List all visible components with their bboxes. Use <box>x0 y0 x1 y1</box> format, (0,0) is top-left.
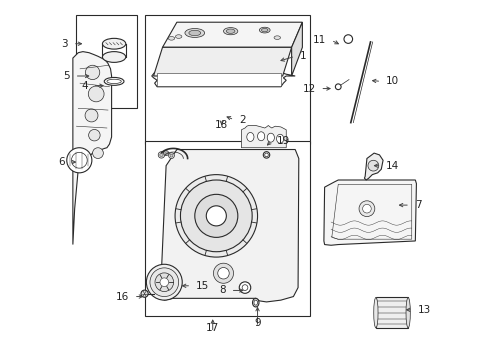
Circle shape <box>359 201 375 217</box>
Text: 4: 4 <box>81 81 88 91</box>
Text: 3: 3 <box>62 39 68 49</box>
Text: 8: 8 <box>220 285 226 296</box>
Text: 2: 2 <box>239 115 245 125</box>
Text: 9: 9 <box>254 318 261 328</box>
Text: 19: 19 <box>276 136 290 145</box>
Circle shape <box>218 267 229 279</box>
Circle shape <box>344 35 353 43</box>
Ellipse shape <box>102 51 126 62</box>
Text: 13: 13 <box>417 305 431 315</box>
Circle shape <box>89 130 100 141</box>
Ellipse shape <box>223 28 238 35</box>
Ellipse shape <box>274 36 280 40</box>
Polygon shape <box>152 72 295 87</box>
Circle shape <box>206 206 226 226</box>
Ellipse shape <box>168 37 175 40</box>
Polygon shape <box>159 149 299 302</box>
Polygon shape <box>292 22 302 76</box>
Ellipse shape <box>276 134 284 143</box>
Circle shape <box>93 148 103 158</box>
Polygon shape <box>242 126 286 148</box>
Ellipse shape <box>107 79 122 84</box>
Ellipse shape <box>267 133 274 142</box>
Ellipse shape <box>189 30 201 36</box>
Ellipse shape <box>263 152 270 158</box>
Circle shape <box>368 160 379 171</box>
Ellipse shape <box>374 297 378 328</box>
Circle shape <box>85 109 98 122</box>
Ellipse shape <box>262 28 268 32</box>
Text: 14: 14 <box>386 161 399 171</box>
Ellipse shape <box>406 297 410 328</box>
Bar <box>76 15 137 108</box>
Circle shape <box>160 153 163 157</box>
Text: 6: 6 <box>58 157 65 167</box>
Ellipse shape <box>104 77 124 85</box>
Circle shape <box>170 154 173 157</box>
Circle shape <box>67 148 92 173</box>
Text: 12: 12 <box>302 84 316 94</box>
Ellipse shape <box>175 35 182 39</box>
Circle shape <box>150 268 179 297</box>
Circle shape <box>195 194 238 237</box>
Ellipse shape <box>258 132 265 141</box>
Text: 17: 17 <box>206 323 220 333</box>
Circle shape <box>239 282 251 293</box>
Circle shape <box>169 153 174 158</box>
Circle shape <box>85 65 100 80</box>
Text: 5: 5 <box>63 71 70 81</box>
Circle shape <box>180 180 252 252</box>
Ellipse shape <box>247 132 254 141</box>
Circle shape <box>165 152 168 154</box>
Ellipse shape <box>254 300 258 305</box>
Circle shape <box>155 273 173 292</box>
Text: 16: 16 <box>116 292 129 302</box>
Polygon shape <box>73 51 112 244</box>
Text: 10: 10 <box>386 76 399 86</box>
Text: 7: 7 <box>415 200 421 210</box>
Text: 1: 1 <box>300 51 306 61</box>
Circle shape <box>164 150 169 156</box>
Circle shape <box>158 152 165 158</box>
Circle shape <box>72 152 87 168</box>
Circle shape <box>335 84 341 90</box>
Circle shape <box>88 86 104 102</box>
Text: 15: 15 <box>196 281 209 291</box>
Polygon shape <box>153 47 292 76</box>
Ellipse shape <box>252 298 259 307</box>
Circle shape <box>363 204 371 213</box>
Bar <box>145 15 310 144</box>
Polygon shape <box>163 22 302 47</box>
Ellipse shape <box>265 153 269 157</box>
Circle shape <box>147 264 182 300</box>
Circle shape <box>242 285 248 291</box>
Polygon shape <box>365 153 383 180</box>
Polygon shape <box>324 180 416 245</box>
Circle shape <box>214 263 234 283</box>
Ellipse shape <box>226 29 235 33</box>
Ellipse shape <box>185 28 205 37</box>
Text: 11: 11 <box>313 35 326 45</box>
Circle shape <box>160 278 169 287</box>
Text: 18: 18 <box>215 120 228 130</box>
Ellipse shape <box>259 27 270 33</box>
Circle shape <box>175 175 258 257</box>
Bar <box>376 297 408 328</box>
Circle shape <box>141 290 148 297</box>
Ellipse shape <box>102 39 126 49</box>
Bar <box>145 140 310 316</box>
Polygon shape <box>157 73 281 86</box>
